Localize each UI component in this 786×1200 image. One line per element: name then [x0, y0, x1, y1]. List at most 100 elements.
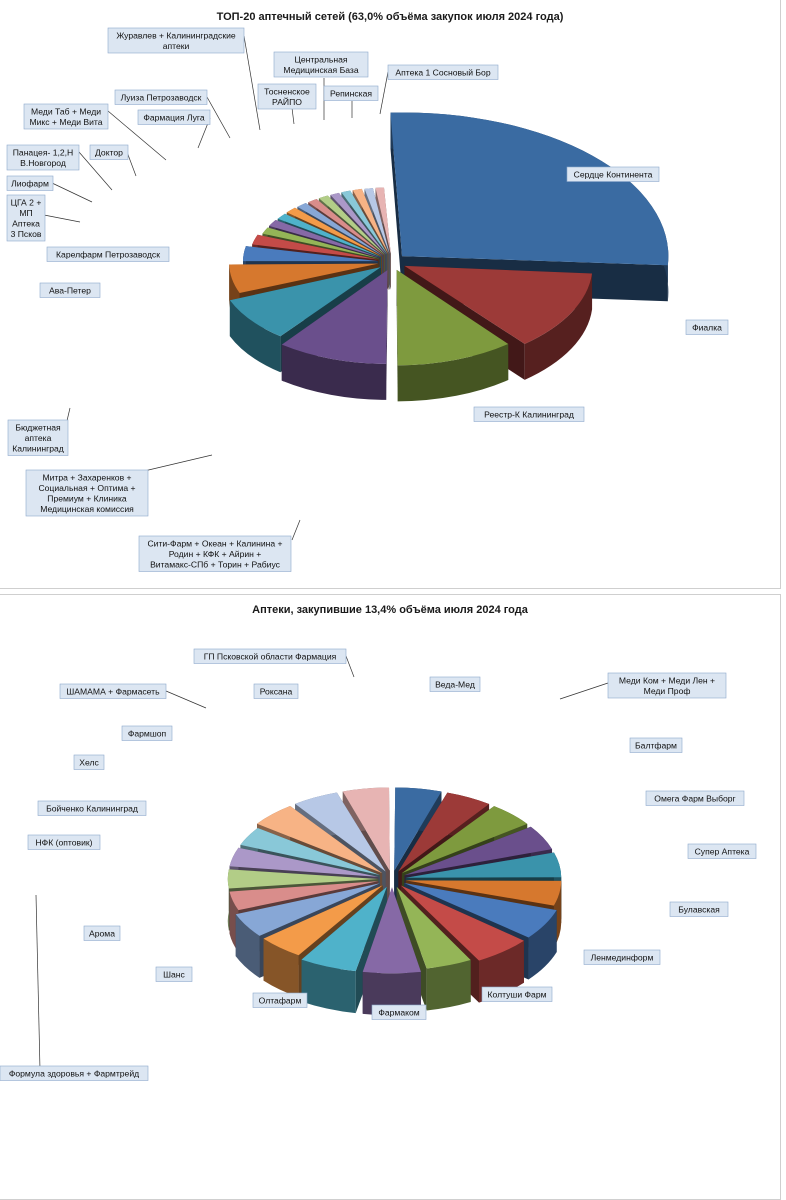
chart-title: Аптеки, закупившие 13,4% объёма июля 202… [252, 604, 529, 616]
svg-text:Фармшоп: Фармшоп [128, 729, 167, 739]
slice-label: Арома [83, 925, 121, 941]
leader-line [291, 107, 295, 125]
slice-label: Репинская [323, 85, 379, 101]
svg-text:Сердце Континента: Сердце Континента [574, 170, 653, 180]
pie-slice [362, 887, 422, 1016]
svg-text:Панацея- 1,2,НВ.Новгород: Панацея- 1,2,Н В.Новгород [13, 148, 74, 169]
leader-line [165, 690, 207, 709]
chart-panel-bottom: Аптеки, закупившие 13,4% объёма июля 202… [0, 594, 781, 1200]
slice-label: Митра + Захаренков + Социальная + Оптима … [25, 469, 149, 517]
pie-slice [281, 269, 388, 400]
svg-text:ГП Псковской области Фармация: ГП Псковской области Фармация [204, 652, 337, 662]
slice-label: Бойченко Калининград [37, 800, 147, 816]
svg-text:Реестр-К Калининград: Реестр-К Калининград [484, 410, 574, 420]
slice-label: Бюджетная аптека Калининград [7, 419, 69, 456]
svg-text:Роксана: Роксана [260, 687, 293, 697]
slice-label: Фиалка [685, 319, 729, 335]
slice-label: Ава-Петер [39, 282, 101, 298]
slice-label: Меди Таб + Меди Микс + Меди Вита [23, 103, 109, 130]
slice-label: Роксана [253, 683, 299, 699]
svg-text:Омега Фарм Выборг: Омега Фарм Выборг [654, 794, 735, 804]
pie-chart-bottom: Аптеки, закупившие 13,4% объёма июля 202… [0, 604, 757, 1081]
svg-text:Балтфарм: Балтфарм [635, 741, 677, 751]
svg-text:Фармация Луга: Фармация Луга [143, 113, 205, 123]
chart-title: ТОП-20 аптечный сетей (63,0% объёма заку… [217, 11, 564, 23]
slice-label: Сердце Континента [566, 166, 660, 182]
svg-text:Супер Аптека: Супер Аптека [695, 847, 750, 857]
leader-line [379, 71, 389, 115]
pie-chart-top: ТОП-20 аптечный сетей (63,0% объёма заку… [6, 11, 729, 572]
leader-line [51, 182, 93, 203]
leader-line [206, 96, 231, 139]
svg-text:Луиза Петрозаводск: Луиза Петрозаводск [121, 93, 202, 103]
leader-line [126, 151, 137, 177]
svg-text:Фармаком: Фармаком [378, 1008, 419, 1018]
slice-label: НФК (оптовик) [27, 834, 101, 850]
slice-label: Журавлев + Калининградские аптеки [107, 27, 245, 54]
slice-label: Фармаком [371, 1004, 427, 1020]
svg-text:Митра + Захаренков +Социальная: Митра + Захаренков + Социальная + Оптима … [38, 473, 135, 515]
slice-label: Тосненское РАЙПО [257, 83, 317, 110]
leader-line [243, 35, 261, 131]
slice-label: ЦГА 2 + МП Аптека 3 Псков [6, 194, 46, 242]
slice-label: Шанс [155, 966, 193, 982]
svg-text:Веда-Мед: Веда-Мед [435, 680, 475, 690]
svg-text:Шанс: Шанс [163, 970, 185, 980]
svg-text:Доктор: Доктор [95, 148, 123, 158]
slice-label: Олтафарм [252, 992, 308, 1008]
svg-text:ШАМАМА + Фармасеть: ШАМАМА + Фармасеть [66, 687, 160, 697]
svg-text:Колтуши Фарм: Колтуши Фарм [487, 990, 546, 1000]
slice-label: ШАМАМА + Фармасеть [59, 683, 167, 699]
svg-text:Арома: Арома [89, 929, 115, 939]
slice-label: Аптека 1 Сосновый Бор [387, 64, 499, 80]
slice-label: Балтфарм [629, 737, 683, 753]
leader-line [107, 110, 167, 161]
slice-label: Луиза Петрозаводск [114, 89, 208, 105]
slice-label: Карелфарм Петрозаводск [46, 246, 170, 262]
pie-slice [396, 269, 509, 402]
svg-text:Хелс: Хелс [79, 758, 99, 768]
slice-label: Сити-Фарм + Океан + Калинина + Родин + КФ… [138, 535, 292, 572]
svg-text:Булавская: Булавская [678, 905, 720, 915]
slice-label: Супер Аптека [687, 843, 757, 859]
svg-text:Бойченко Калининград: Бойченко Калининград [46, 804, 138, 814]
slice-label: Фармшоп [121, 725, 173, 741]
svg-text:Формула здоровья + Фармтрейд: Формула здоровья + Фармтрейд [9, 1069, 139, 1079]
leader-line [35, 894, 41, 1071]
slice-label: Омега Фарм Выборг [645, 790, 745, 806]
svg-text:Карелфарм Петрозаводск: Карелфарм Петрозаводск [56, 250, 160, 260]
slice-label: Центральная Медицинская База [273, 51, 369, 78]
slice-label: Доктор [89, 144, 129, 160]
slice-label: Булавская [669, 901, 729, 917]
pie-slice [396, 886, 471, 1011]
chart-panel-top: ТОП-20 аптечный сетей (63,0% объёма заку… [0, 0, 781, 589]
svg-text:Ленмединформ: Ленмединформ [591, 953, 654, 963]
leader-line [43, 214, 81, 223]
leader-line [291, 519, 301, 541]
svg-text:Олтафарм: Олтафарм [259, 996, 302, 1006]
svg-text:Фиалка: Фиалка [692, 323, 722, 333]
svg-text:Репинская: Репинская [330, 89, 372, 99]
slice-label: Панацея- 1,2,Н В.Новгород [6, 144, 80, 171]
svg-text:Лиофарм: Лиофарм [11, 179, 49, 189]
slice-label: Ленмединформ [583, 949, 661, 965]
leader-line [139, 454, 213, 473]
slice-label: Фармация Луга [137, 109, 211, 125]
slice-label: Лиофарм [6, 175, 54, 191]
svg-text:НФК (оптовик): НФК (оптовик) [35, 838, 92, 848]
slice-label: Формула здоровья + Фармтрейд [0, 1065, 149, 1081]
svg-text:Сити-Фарм + Океан + Калинина +: Сити-Фарм + Океан + Калинина + Родин + КФ… [147, 539, 282, 570]
slice-label: ГП Псковской области Фармация [193, 648, 347, 664]
leader-line [78, 151, 113, 191]
svg-text:Меди Ком + Меди Лен +Меди Проф: Меди Ком + Меди Лен + Меди Проф [619, 676, 715, 697]
slice-label: Хелс [73, 754, 105, 770]
slice-label: Реестр-К Калининград [473, 406, 585, 422]
slice-label: Меди Ком + Меди Лен + Меди Проф [607, 672, 727, 699]
leader-line [345, 655, 355, 678]
